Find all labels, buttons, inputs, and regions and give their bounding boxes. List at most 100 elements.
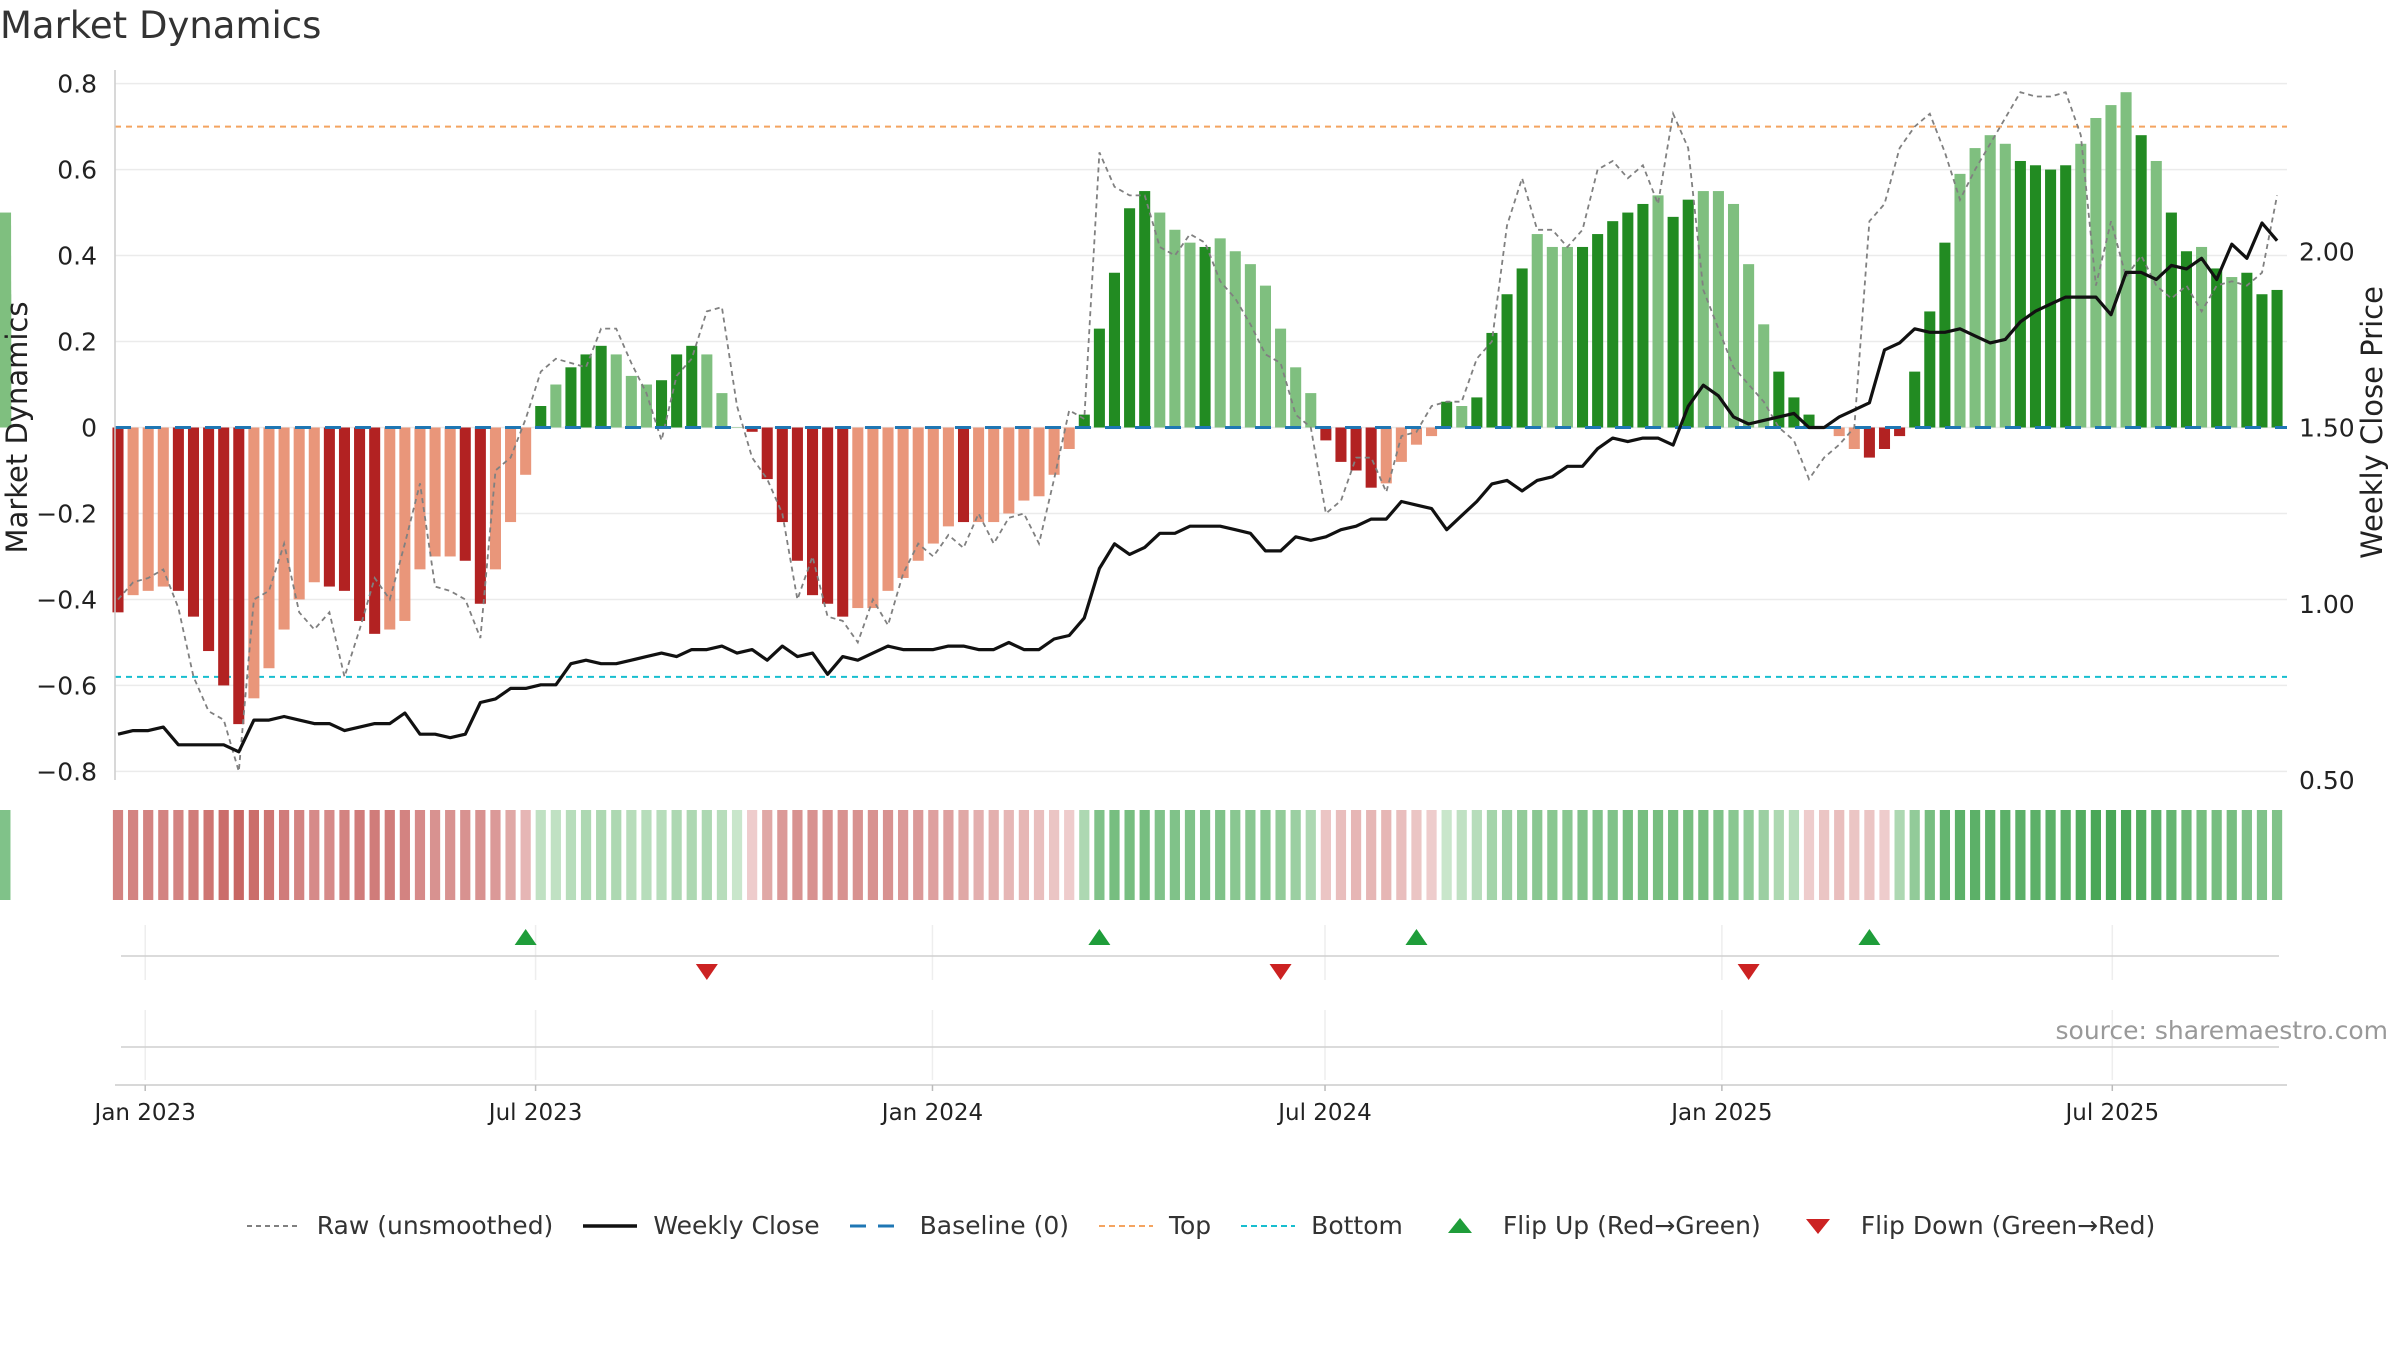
legend-swatch: [1239, 1215, 1297, 1237]
strip-cell: [1139, 810, 1150, 900]
strip-cell: [1079, 810, 1090, 900]
strip-cell: [248, 810, 259, 900]
bar: [1410, 427, 1422, 445]
strip-cell: [1290, 810, 1301, 900]
bar: [1607, 221, 1619, 428]
y-tick-label-right: 0.50: [2299, 766, 2355, 795]
bar: [399, 427, 411, 621]
bar: [1154, 212, 1166, 428]
bar: [776, 427, 788, 523]
strip-cell: [1199, 810, 1211, 900]
bar: [1954, 173, 1966, 428]
strip-cell: [1954, 810, 1966, 900]
strip-cell: [671, 810, 682, 900]
strip-cell: [309, 810, 320, 900]
strip-cell: [1154, 810, 1165, 900]
bar: [610, 354, 622, 428]
bar: [957, 427, 970, 523]
flip-up-marker: [1858, 929, 1881, 945]
strip-cell: [1109, 810, 1120, 900]
legend-item-flip-down: Flip Down (Green→Red): [1789, 1211, 2155, 1240]
bar: [1244, 264, 1256, 428]
bar: [1848, 427, 1860, 449]
bar: [1305, 393, 1317, 428]
strip-cell: [1894, 810, 1905, 900]
x-axis: Jan 2023 Jul 2023 Jan 2024 Jul 2024 Jan 2025…: [93, 1084, 2287, 1126]
bar: [1999, 143, 2011, 428]
bar: [852, 427, 864, 609]
flip-up-marker: [1088, 929, 1111, 945]
strip-cell: [1788, 810, 1800, 900]
strip-cell: [852, 810, 863, 900]
bar: [1622, 212, 1634, 428]
bar: [2271, 289, 2283, 428]
x-tick-label: Jul 2023: [487, 1100, 583, 1126]
bar: [1380, 427, 1392, 484]
strip-cell: [656, 810, 667, 900]
bar: [1018, 427, 1030, 501]
sentiment-strip: [0, 810, 2283, 900]
strip-cell: [1728, 810, 1739, 900]
strip-cell: [2090, 810, 2101, 900]
strip-cell: [550, 810, 561, 900]
strip-cell: [792, 810, 803, 900]
strip-cell: [1562, 810, 1573, 900]
strip-cell: [1426, 810, 1437, 900]
bar: [293, 427, 305, 600]
y-tick-label-left: 0.6: [57, 156, 97, 185]
legend-swatch: [1097, 1215, 1155, 1237]
strip-cell: [399, 810, 410, 900]
strip-cell: [263, 810, 275, 900]
legend: Raw (unsmoothed) Weekly Close Baseline (0)…: [0, 1211, 2400, 1240]
legend-flip-up-icon: [1447, 1217, 1472, 1233]
strip-cell: [837, 810, 848, 900]
strip-cell: [1169, 810, 1180, 900]
bar: [187, 427, 200, 617]
y-tick-label-left: −0.8: [36, 757, 97, 786]
bar: [867, 427, 879, 609]
strip-cell: [1366, 810, 1377, 900]
bar: [233, 427, 245, 725]
bar: [1667, 216, 1679, 428]
bar: [127, 427, 139, 596]
strip-cell: [1411, 810, 1422, 900]
bar: [1471, 397, 1483, 428]
bar: [988, 427, 1000, 523]
legend-flip-down-icon: [1805, 1218, 1830, 1234]
strip-cell: [143, 810, 154, 900]
strip-cell: [686, 810, 697, 900]
source-credit: source: sharemaestro.com: [2055, 1016, 2389, 1045]
strip-cell: [475, 810, 486, 900]
strip-cell: [1713, 810, 1724, 900]
strip-cell: [580, 810, 592, 900]
bar: [2014, 160, 2026, 428]
strip-cell: [822, 810, 833, 900]
legend-item-top: Top: [1097, 1211, 1211, 1240]
strip-cell: [1456, 810, 1467, 900]
strip-cell: [1592, 810, 1603, 900]
bar: [1214, 238, 1226, 428]
bar: [837, 427, 849, 617]
strip-cell: [354, 810, 365, 900]
bar: [882, 427, 894, 591]
bar: [2165, 212, 2177, 428]
y-axis-label-right: Weekly Close Price: [2355, 286, 2389, 559]
bar: [2226, 277, 2238, 428]
strip-cell: [2196, 810, 2207, 900]
bar: [1124, 208, 1136, 428]
raw-unsmoothed-line: [117, 91, 2278, 772]
strip-cell: [626, 810, 637, 900]
legend-item-raw: Raw (unsmoothed): [245, 1211, 553, 1240]
strip-cell: [747, 810, 758, 900]
bar: [550, 384, 562, 428]
strip-cell: [1683, 810, 1694, 900]
bar: [1577, 246, 1589, 428]
strip-cell: [369, 810, 380, 900]
y-tick-label-left: 0.2: [57, 328, 97, 357]
bar: [172, 427, 184, 591]
bar: [1048, 427, 1060, 475]
strip-cell: [2105, 810, 2117, 900]
strip-cell: [1743, 810, 1754, 900]
axes-layer: 0.8 0.6 0.4 0.2 0 −0.2 −0.4 −0.6 −0.8 0.50 1.00 1.5…: [0, 70, 2389, 795]
bar: [1033, 427, 1045, 497]
